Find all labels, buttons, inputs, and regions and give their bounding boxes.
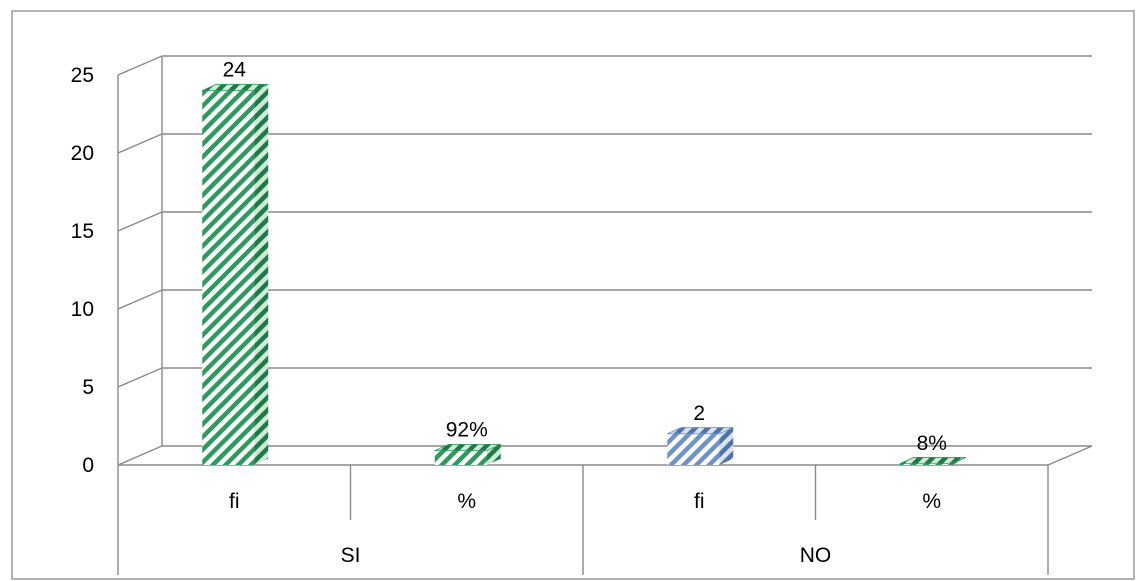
bar bbox=[899, 457, 966, 465]
floor-right-edge bbox=[1047, 445, 1093, 466]
data-label: 2 bbox=[693, 402, 705, 425]
bar-top bbox=[434, 443, 501, 452]
data-label: 24 bbox=[223, 59, 247, 82]
gridline-side bbox=[117, 445, 163, 466]
y-tick-label: 15 bbox=[71, 220, 94, 243]
group-label: SI bbox=[341, 544, 361, 567]
bar-top bbox=[667, 427, 734, 435]
gridline-side bbox=[117, 55, 163, 76]
x-tick-label: fi bbox=[694, 490, 705, 513]
y-tick-label: 0 bbox=[82, 454, 94, 477]
x-tick-label: % bbox=[922, 490, 941, 513]
bar bbox=[434, 443, 501, 465]
gridline-side bbox=[117, 289, 163, 310]
bar bbox=[202, 83, 269, 466]
bar bbox=[667, 427, 734, 465]
chart-frame bbox=[11, 10, 1135, 580]
y-tick-label: 5 bbox=[82, 376, 94, 399]
gridline-side bbox=[117, 211, 163, 232]
data-label: 8% bbox=[917, 432, 947, 455]
bar-side bbox=[254, 84, 269, 466]
y-tick-label: 10 bbox=[71, 298, 94, 321]
labels: 0 5 10 15 20 25 24 fi 92%% 2 fi 8%% SI NO bbox=[71, 59, 947, 567]
bar-side bbox=[719, 427, 734, 465]
gridline-side bbox=[117, 133, 163, 154]
bars bbox=[202, 83, 966, 466]
bar-front bbox=[899, 463, 952, 465]
bar-front bbox=[667, 433, 720, 465]
bar-top bbox=[899, 457, 966, 465]
bar-front bbox=[434, 450, 487, 465]
bar-front bbox=[202, 90, 255, 465]
y-tick-label: 25 bbox=[71, 64, 94, 87]
group-label: NO bbox=[800, 544, 832, 567]
axes bbox=[117, 56, 1093, 575]
gridline-side bbox=[117, 367, 163, 388]
gridlines bbox=[117, 55, 1092, 466]
x-tick-label: % bbox=[457, 490, 476, 513]
y-tick-label: 20 bbox=[71, 142, 94, 165]
x-tick-label: fi bbox=[229, 490, 240, 513]
data-label: 92% bbox=[446, 419, 488, 442]
bar-top bbox=[202, 83, 269, 91]
